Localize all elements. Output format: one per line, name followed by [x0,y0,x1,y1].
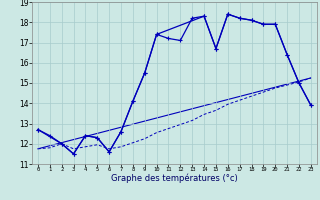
X-axis label: Graphe des températures (°c): Graphe des températures (°c) [111,174,238,183]
